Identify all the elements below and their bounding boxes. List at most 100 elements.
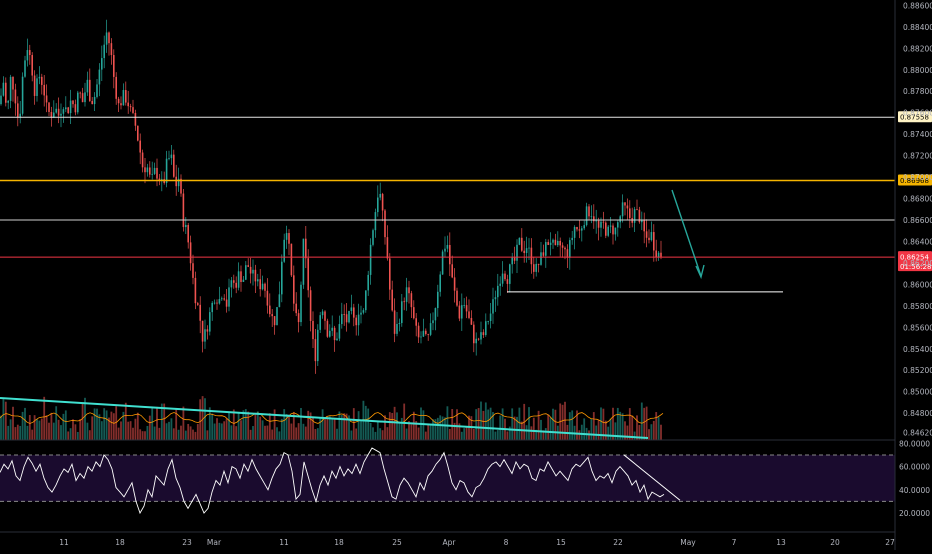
candle-body <box>305 238 307 259</box>
candle-body <box>194 277 197 304</box>
volume-bar <box>489 407 492 440</box>
candle-body <box>494 297 497 300</box>
volume-bar <box>540 419 542 440</box>
candle-body <box>326 320 329 337</box>
time-tick-label: 22 <box>613 538 623 547</box>
volume-bar <box>660 424 662 440</box>
candle-body <box>204 329 206 342</box>
candle-body <box>108 32 110 44</box>
candle-body <box>261 283 264 290</box>
volume-bar <box>98 414 101 440</box>
volume-bar <box>345 413 348 440</box>
volume-bar <box>9 419 12 440</box>
candle-body <box>271 314 273 317</box>
volume-bar <box>36 419 38 440</box>
volume-bar <box>448 428 451 440</box>
candle-body <box>273 316 276 326</box>
volume-bar <box>326 416 329 440</box>
candle-body <box>585 206 588 226</box>
volume-bar <box>372 427 374 440</box>
volume-bar <box>84 397 86 440</box>
volume-bar <box>465 427 468 440</box>
candle-body <box>189 242 192 264</box>
volume-bar <box>655 412 658 440</box>
candle-body <box>19 113 21 118</box>
volume-bar <box>110 411 113 440</box>
volume-bar <box>648 429 650 440</box>
candle-body <box>396 323 398 334</box>
forecast-arrow-shaft <box>671 189 702 277</box>
time-tick-label: 18 <box>334 538 344 547</box>
volume-bar <box>316 428 319 440</box>
rsi-band-fill <box>0 454 895 502</box>
volume-bar <box>309 412 312 440</box>
volume-bar <box>256 411 259 440</box>
volume-bar <box>136 412 139 440</box>
candle-body <box>84 92 86 103</box>
volume-bar <box>163 403 166 440</box>
price-tick-label: 0.84620 <box>903 428 932 437</box>
volume-bar <box>240 420 242 440</box>
volume-bar <box>350 430 353 440</box>
candle-body <box>266 290 269 306</box>
candle-body <box>576 226 578 230</box>
volume-bar <box>314 429 317 440</box>
candle-body <box>393 310 396 334</box>
volume-bar <box>69 428 72 440</box>
volume-bar <box>364 405 367 440</box>
volume-bar <box>283 409 286 440</box>
candle-body <box>657 252 660 258</box>
volume-bar <box>249 429 252 440</box>
price-level-badge <box>898 111 932 123</box>
time-tick-label: May <box>680 538 696 547</box>
candle-body <box>427 334 429 335</box>
candle-body <box>355 317 357 326</box>
drawings[interactable] <box>0 189 783 439</box>
volume-bar <box>55 406 58 440</box>
candle-body <box>218 299 221 304</box>
volume-bar <box>393 406 396 440</box>
volume-bar <box>616 407 619 440</box>
volume-bar <box>4 401 7 440</box>
volume-bar <box>223 421 226 440</box>
candle-body <box>617 222 619 228</box>
volume-bar <box>638 424 641 440</box>
candle-body <box>331 327 333 331</box>
candle-body <box>89 79 91 101</box>
candle-body <box>523 250 525 253</box>
volume-bar <box>391 412 394 440</box>
candle-body <box>636 209 638 210</box>
candle-body <box>211 302 213 313</box>
volume-bar <box>261 420 264 440</box>
candle-body <box>535 263 537 272</box>
candle-body <box>369 244 372 275</box>
volume-bar <box>194 431 197 440</box>
candle-body <box>509 264 511 284</box>
candle-body <box>252 269 254 274</box>
candle-body <box>389 258 391 290</box>
candle-body <box>434 308 437 321</box>
volume-bar <box>235 426 238 440</box>
candle-body <box>504 273 506 280</box>
candle-body <box>307 258 309 291</box>
candle-body <box>350 307 353 311</box>
candle-body <box>365 290 367 311</box>
volume-bar <box>153 426 156 440</box>
candle-body <box>12 76 14 90</box>
volume-bar <box>460 431 463 440</box>
time-tick-label: 11 <box>59 538 69 547</box>
candle-body <box>309 290 312 321</box>
volume-bar <box>12 406 14 440</box>
volume-bar <box>64 410 67 440</box>
candle-body <box>559 240 561 246</box>
volume-bar <box>537 410 540 440</box>
volume-bar <box>614 422 617 440</box>
volume-bar <box>76 431 79 440</box>
candle-body <box>609 225 612 227</box>
volume-bar <box>218 422 221 440</box>
volume-bar <box>96 408 98 440</box>
candle-body <box>401 301 403 324</box>
volume-bar <box>276 427 278 440</box>
